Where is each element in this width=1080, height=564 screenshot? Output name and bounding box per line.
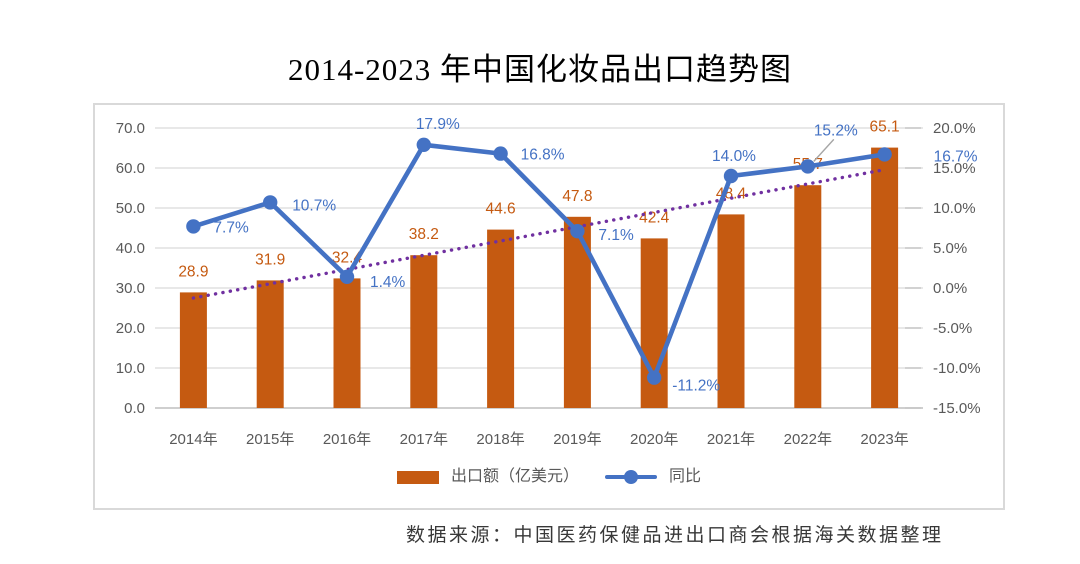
bar-series — [179, 147, 899, 408]
x-axis-label: 2023年 — [860, 431, 908, 448]
bar-data-labels: 28.931.932.438.244.647.842.448.455.765.1 — [178, 119, 899, 281]
yoy-label-2016年: 1.4% — [370, 274, 406, 291]
yoy-point-2020年 — [647, 370, 662, 385]
yoy-point-2015年 — [263, 195, 278, 210]
bar-2017年 — [410, 255, 438, 408]
legend-line-marker-icon — [624, 470, 638, 484]
x-axis-label: 2016年 — [323, 431, 371, 448]
right-axis-ticks: -15.0% -10.0% -5.0% 0.0% 5.0% 10.0% 15.0% 20.0% — [905, 120, 981, 417]
bar-2014年 — [179, 292, 207, 408]
right-axis-tick-label: -15.0% — [933, 400, 981, 417]
chart-title: 2014-2023 年中国化妆品出口趋势图 — [287, 52, 793, 87]
yoy-label-2017年: 17.9% — [416, 116, 460, 133]
left-axis-tick-label: 40.0 — [116, 240, 145, 257]
left-axis-tick-label: 20.0 — [116, 320, 145, 337]
yoy-label-2022年: 15.2% — [814, 122, 858, 139]
yoy-data-labels: 7.7% 10.7% 1.4% 17.9% 16.8% 7.1% -11.2% 14.0% 15… — [213, 116, 977, 395]
yoy-label-2021年: 14.0% — [712, 148, 756, 165]
trendline — [191, 167, 887, 300]
legend-line-swatch-icon — [605, 470, 657, 484]
left-axis-tick-label: 0.0 — [124, 400, 145, 417]
bar-2015年 — [256, 280, 284, 408]
legend-line-label: 同比 — [669, 468, 702, 485]
right-axis-tick-label: 0.0% — [933, 280, 967, 297]
left-axis-tick-label: 10.0 — [116, 360, 145, 377]
yoy-point-2016年 — [339, 269, 355, 284]
yoy-point-2019年 — [570, 224, 585, 239]
right-axis-tick-label: -5.0% — [933, 320, 972, 337]
x-axis-label: 2017年 — [400, 431, 448, 448]
yoy-point-2014年 — [186, 219, 201, 234]
x-axis-labels: 2014年 2015年 2016年 2017年 2018年 2019年 2020年 2021年… — [169, 431, 909, 448]
source-note: 数据来源：中国医药保健品进出口商会根据海关数据整理 — [406, 525, 944, 546]
x-axis-label: 2014年 — [169, 431, 217, 448]
yoy-label-2020年: -11.2% — [672, 378, 720, 395]
bar-label-2023年: 65.1 — [870, 119, 900, 136]
x-axis-label: 2018年 — [476, 431, 524, 448]
chart-area: 0.0 10.0 20.0 30.0 40.0 50.0 60.0 70.0 -15.0% -10… — [93, 103, 1005, 510]
x-axis-label: 2019年 — [553, 431, 601, 448]
left-axis-ticks: 0.0 10.0 20.0 30.0 40.0 50.0 60.0 70.0 — [116, 120, 145, 417]
bar-label-2017年: 38.2 — [409, 226, 439, 243]
right-axis-tick-label: 5.0% — [933, 240, 967, 257]
x-axis-label: 2020年 — [630, 431, 678, 448]
right-axis-tick-label: -10.0% — [933, 360, 981, 377]
x-axis-label: 2022年 — [784, 431, 832, 448]
left-axis-tick-label: 70.0 — [116, 120, 145, 137]
yoy-point-2023年 — [877, 147, 892, 162]
label-leader-line — [813, 138, 835, 162]
x-axis-label: 2015年 — [246, 431, 294, 448]
right-axis-tick-label: 15.0% — [933, 160, 976, 177]
yoy-label-2018年: 16.8% — [521, 147, 565, 164]
yoy-point-2018年 — [493, 146, 508, 161]
yoy-point-2021年 — [723, 168, 739, 184]
left-axis-tick-label: 60.0 — [116, 160, 145, 177]
x-axis-label: 2021年 — [707, 431, 755, 448]
bar-2023年 — [871, 147, 899, 408]
bar-label-2019年: 47.8 — [562, 188, 592, 205]
yoy-point-2017年 — [416, 137, 431, 152]
right-axis-tick-label: 10.0% — [933, 200, 976, 217]
yoy-markers — [186, 137, 892, 385]
chart-svg: 0.0 10.0 20.0 30.0 40.0 50.0 60.0 70.0 -15.0% -10… — [116, 116, 981, 448]
yoy-label-2023年: 16.7% — [934, 148, 978, 165]
left-axis-tick-label: 30.0 — [116, 280, 145, 297]
bar-2021年 — [717, 214, 745, 408]
legend-bar-swatch-icon — [396, 470, 439, 484]
bar-label-2018年: 44.6 — [486, 201, 516, 218]
right-axis-tick-label: 20.0% — [933, 120, 976, 137]
bar-label-2014年: 28.9 — [178, 263, 208, 280]
yoy-label-2015年: 10.7% — [292, 197, 336, 214]
left-axis-tick-label: 50.0 — [116, 200, 145, 217]
bar-label-2015年: 31.9 — [255, 251, 285, 268]
bar-2016年 — [333, 278, 361, 408]
yoy-line — [191, 142, 887, 380]
legend-bar-label: 出口额（亿美元） — [450, 468, 579, 485]
chart-legend: 出口额（亿美元） 同比 — [95, 469, 1003, 485]
yoy-label-2019年: 7.1% — [598, 227, 634, 244]
yoy-point-2022年 — [800, 159, 815, 174]
bar-2018年 — [487, 229, 515, 408]
yoy-label-2014年: 7.7% — [213, 219, 249, 236]
bar-label-2020年: 42.4 — [639, 209, 670, 226]
bar-2022年 — [794, 185, 822, 408]
